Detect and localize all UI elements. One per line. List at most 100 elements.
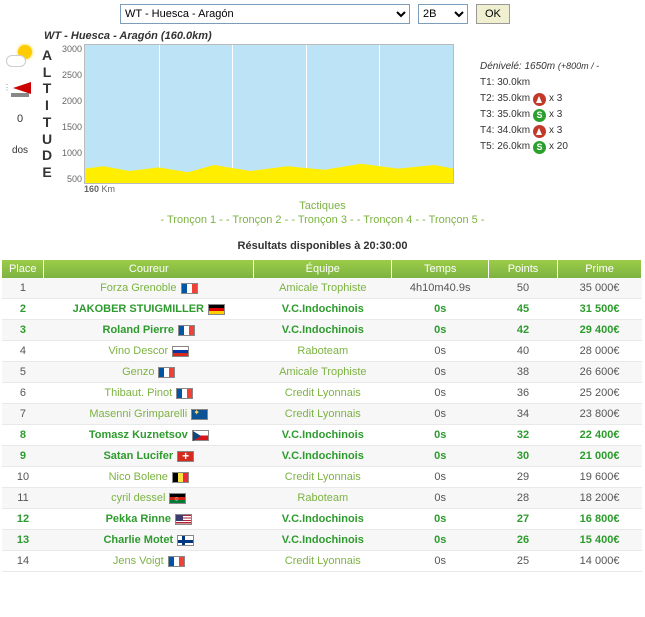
cell-team[interactable]: Amicale Trophiste	[254, 362, 392, 383]
table-row: 3Roland PierreV.C.Indochinois0s4229 400€	[2, 320, 642, 341]
y-scale: 30002500200015001000500	[54, 44, 84, 184]
cell-team[interactable]: V.C.Indochinois	[254, 509, 392, 530]
cell-coureur[interactable]: Forza Grenoble	[44, 278, 254, 299]
cell-coureur[interactable]: Charlie Motet	[44, 530, 254, 551]
flag-icon	[177, 451, 194, 462]
flag-icon	[158, 367, 175, 378]
troncon-link[interactable]: - Tronçon 4 -	[357, 214, 419, 226]
cell-coureur[interactable]: Jens Voigt	[44, 551, 254, 572]
table-row: 1Forza GrenobleAmicale Trophiste4h10m40.…	[2, 278, 642, 299]
cell-points: 26	[488, 530, 557, 551]
stage-info: Dénivelé: 1650m (+800m / - T1: 30.0kmT2:…	[472, 28, 630, 194]
cell-place: 2	[2, 299, 44, 320]
cell-temps: 4h10m40.9s	[392, 278, 488, 299]
weather-icon	[6, 43, 34, 67]
flag-icon	[181, 283, 198, 294]
cell-temps: 0s	[392, 509, 488, 530]
cell-place: 12	[2, 509, 44, 530]
cell-prime: 28 000€	[558, 341, 642, 362]
cell-team[interactable]: V.C.Indochinois	[254, 320, 392, 341]
race-title: WT - Huesca - Aragón (160.0km)	[40, 28, 472, 44]
cell-prime: 25 200€	[558, 383, 642, 404]
results-table: PlaceCoureurÉquipeTempsPointsPrime 1Forz…	[2, 260, 642, 572]
table-row: 13Charlie MotetV.C.Indochinois0s2615 400…	[2, 530, 642, 551]
cell-coureur[interactable]: Genzo	[44, 362, 254, 383]
ok-button[interactable]: OK	[476, 4, 510, 24]
cell-coureur[interactable]: JAKOBER STUIGMILLER	[44, 299, 254, 320]
table-row: 8Tomasz KuznetsovV.C.Indochinois0s3222 4…	[2, 425, 642, 446]
category-select[interactable]: 2B	[418, 4, 468, 24]
cell-team[interactable]: V.C.Indochinois	[254, 425, 392, 446]
cell-coureur[interactable]: Roland Pierre	[44, 320, 254, 341]
flag-icon	[208, 304, 225, 315]
cell-team[interactable]: Raboteam	[254, 341, 392, 362]
troncons-links: - Tronçon 1 - - Tronçon 2 - - Tronçon 3 …	[0, 214, 645, 226]
cell-team[interactable]: V.C.Indochinois	[254, 446, 392, 467]
cell-team[interactable]: V.C.Indochinois	[254, 530, 392, 551]
cell-prime: 35 000€	[558, 278, 642, 299]
cell-coureur[interactable]: Satan Lucifer	[44, 446, 254, 467]
table-row: 6Thibaut. PinotCredit Lyonnais0s3625 200…	[2, 383, 642, 404]
cell-place: 4	[2, 341, 44, 362]
table-row: 2JAKOBER STUIGMILLERV.C.Indochinois0s453…	[2, 299, 642, 320]
cell-temps: 0s	[392, 551, 488, 572]
flag-icon	[191, 409, 208, 420]
troncon-link[interactable]: - Tronçon 3 -	[291, 214, 353, 226]
cell-place: 13	[2, 530, 44, 551]
cell-coureur[interactable]: Nico Bolene	[44, 467, 254, 488]
flag-icon	[177, 535, 194, 546]
cell-temps: 0s	[392, 530, 488, 551]
cell-team[interactable]: Credit Lyonnais	[254, 551, 392, 572]
cell-team[interactable]: Raboteam	[254, 488, 392, 509]
cell-place: 5	[2, 362, 44, 383]
troncon-link[interactable]: - Tronçon 5 -	[422, 214, 484, 226]
column-header: Prime	[558, 260, 642, 278]
cell-team[interactable]: Credit Lyonnais	[254, 383, 392, 404]
cell-points: 27	[488, 509, 557, 530]
cell-temps: 0s	[392, 404, 488, 425]
cell-coureur[interactable]: cyril dessel	[44, 488, 254, 509]
cell-team[interactable]: V.C.Indochinois	[254, 299, 392, 320]
cell-place: 8	[2, 425, 44, 446]
altitude-label: ALTITUDE	[40, 44, 54, 184]
cell-place: 14	[2, 551, 44, 572]
cell-place: 1	[2, 278, 44, 299]
cell-prime: 15 400€	[558, 530, 642, 551]
race-select[interactable]: WT - Huesca - Aragón	[120, 4, 410, 24]
troncon-link[interactable]: - Tronçon 2 -	[226, 214, 288, 226]
km-total: 160 Km	[84, 184, 115, 194]
flag-icon	[168, 556, 185, 567]
stage-segment: T3: 35.0kmSx 3	[480, 107, 626, 123]
cell-coureur[interactable]: Masenni Grimparelli	[44, 404, 254, 425]
dos-label: dos	[12, 145, 28, 156]
cell-coureur[interactable]: Thibaut. Pinot	[44, 383, 254, 404]
column-header: Équipe	[254, 260, 392, 278]
flag-icon	[169, 493, 186, 504]
cell-temps: 0s	[392, 362, 488, 383]
column-header: Place	[2, 260, 44, 278]
mountain-icon	[533, 93, 546, 106]
cell-temps: 0s	[392, 320, 488, 341]
cell-team[interactable]: Credit Lyonnais	[254, 404, 392, 425]
stage-segment: T2: 35.0kmx 3	[480, 91, 626, 107]
cell-temps: 0s	[392, 446, 488, 467]
cell-coureur[interactable]: Pekka Rinne	[44, 509, 254, 530]
cell-points: 25	[488, 551, 557, 572]
profile-area: WT - Huesca - Aragón (160.0km) ALTITUDE …	[40, 28, 472, 194]
cell-coureur[interactable]: Tomasz Kuznetsov	[44, 425, 254, 446]
cell-prime: 29 400€	[558, 320, 642, 341]
cell-points: 45	[488, 299, 557, 320]
cell-prime: 18 200€	[558, 488, 642, 509]
cell-points: 36	[488, 383, 557, 404]
cell-prime: 26 600€	[558, 362, 642, 383]
cell-team[interactable]: Amicale Trophiste	[254, 278, 392, 299]
tactiques-link[interactable]: Tactiques	[0, 200, 645, 212]
cell-coureur[interactable]: Vino Descor	[44, 341, 254, 362]
troncon-link[interactable]: - Tronçon 1 -	[160, 214, 222, 226]
cell-points: 42	[488, 320, 557, 341]
cell-team[interactable]: Credit Lyonnais	[254, 467, 392, 488]
cell-prime: 23 800€	[558, 404, 642, 425]
table-row: 4Vino DescorRaboteam0s4028 000€	[2, 341, 642, 362]
sprint-icon: S	[533, 109, 546, 122]
cell-place: 9	[2, 446, 44, 467]
